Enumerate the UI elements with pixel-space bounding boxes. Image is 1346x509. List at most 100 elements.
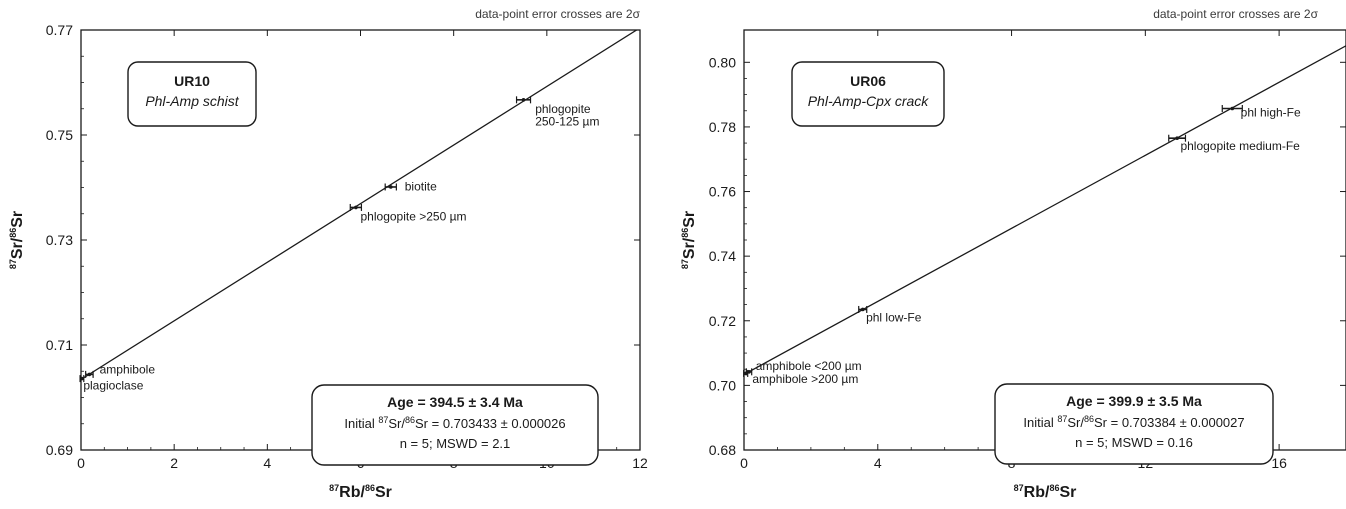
y-axis-title-part: Sr (9, 211, 26, 228)
initial-ratio-sup: 86 (405, 415, 415, 425)
point-marker (87, 372, 92, 377)
isochron-line (81, 30, 638, 381)
y-tick-label: 0.76 (709, 184, 736, 200)
y-axis-title-sup: 87 (680, 259, 690, 269)
y-axis-title-part: Sr/ (9, 237, 26, 259)
point-marker (1230, 106, 1235, 111)
y-tick-label: 0.70 (709, 377, 736, 393)
sample-description: Phl-Amp schist (145, 93, 239, 109)
initial-ratio-sup: 87 (378, 415, 388, 425)
x-axis-title-part: Rb/ (339, 484, 365, 501)
mswd-stats: n = 5; MSWD = 0.16 (1075, 435, 1193, 450)
y-tick-label: 0.69 (46, 442, 73, 458)
x-tick-label: 16 (1271, 455, 1287, 471)
point-annotation: phlogopite (535, 102, 591, 116)
age-result-box (311, 384, 599, 466)
point-annotation: phlogopite medium-Fe (1180, 139, 1300, 153)
y-axis-title: 87Sr/86Sr (8, 211, 26, 269)
point-marker (860, 307, 865, 312)
x-axis-title: 87Rb/86Sr (1014, 483, 1077, 501)
y-tick-label: 0.74 (709, 248, 736, 264)
x-tick-label: 4 (263, 455, 271, 471)
y-axis-title-sup: 86 (8, 228, 18, 238)
x-axis-title-sup: 87 (1014, 483, 1024, 493)
point-annotation: biotite (405, 180, 437, 194)
initial-ratio-part: Sr = 0.703384 ± 0.000027 (1094, 415, 1245, 430)
y-axis-title-sup: 86 (680, 228, 690, 238)
point-marker (80, 376, 84, 381)
y-tick-label: 0.75 (46, 127, 73, 143)
point-annotation: amphibole >200 µm (752, 372, 858, 386)
y-tick-label: 0.80 (709, 54, 736, 70)
point-marker (747, 370, 751, 374)
data-point (349, 203, 363, 211)
initial-ratio-sup: 86 (1084, 414, 1094, 424)
age-result-box (994, 383, 1274, 465)
point-annotation: amphibole <200 µm (756, 359, 862, 373)
data-point (384, 183, 397, 191)
point-annotation: 250-125 µm (535, 115, 599, 129)
point-marker (1175, 136, 1179, 141)
isochron-line (744, 45, 1346, 376)
initial-ratio: Initial 87Sr/86Sr = 0.703384 ± 0.000027 (1023, 414, 1244, 430)
initial-ratio-part: Sr = 0.703433 ± 0.000026 (415, 416, 566, 431)
mswd-stats: n = 5; MSWD = 2.1 (400, 436, 511, 451)
x-axis-title-sup: 87 (329, 483, 339, 493)
error-note: data-point error crosses are 2σ (475, 7, 640, 21)
x-tick-label: 0 (740, 455, 748, 471)
initial-ratio-part: Sr/ (1067, 415, 1084, 430)
x-axis-title-sup: 86 (365, 483, 375, 493)
isochron-chart-ur10: data-point error crosses are 2σ024681012… (0, 0, 660, 509)
point-annotation: amphibole (100, 362, 156, 376)
y-tick-label: 0.77 (46, 22, 73, 38)
y-tick-label: 0.73 (46, 232, 73, 248)
initial-ratio-part: Initial (1023, 415, 1057, 430)
initial-ratio-sup: 87 (1057, 414, 1067, 424)
y-axis-title-part: Sr (681, 211, 698, 228)
y-tick-label: 0.71 (46, 337, 73, 353)
sample-box (127, 61, 257, 127)
point-marker (354, 205, 358, 210)
data-point (85, 370, 94, 378)
data-point (515, 96, 532, 104)
data-point (745, 368, 753, 376)
y-tick-label: 0.78 (709, 119, 736, 135)
sample-box (791, 61, 945, 127)
initial-ratio-part: Sr/ (388, 416, 405, 431)
point-marker (388, 185, 393, 189)
age-result: Age = 394.5 ± 3.4 Ma (387, 394, 523, 410)
data-point (79, 375, 85, 383)
y-tick-label: 0.68 (709, 442, 736, 458)
chart-svg-ur06: data-point error crosses are 2σ04812160.… (680, 7, 1346, 501)
x-axis-title-part: Sr (375, 484, 392, 501)
point-annotation: phl low-Fe (866, 310, 922, 324)
sample-id: UR10 (174, 73, 210, 89)
y-axis-title-part: Sr/ (681, 237, 698, 259)
point-marker (521, 98, 526, 102)
error-note: data-point error crosses are 2σ (1153, 7, 1318, 21)
age-result: Age = 399.9 ± 3.5 Ma (1066, 393, 1202, 409)
sample-id: UR06 (850, 73, 886, 89)
x-axis-title: 87Rb/86Sr (329, 483, 392, 501)
x-tick-label: 4 (874, 455, 882, 471)
x-axis-title-sup: 86 (1049, 483, 1059, 493)
chart-svg-ur10: data-point error crosses are 2σ024681012… (8, 7, 648, 501)
isochron-chart-ur06: data-point error crosses are 2σ04812160.… (672, 0, 1346, 509)
data-point (858, 305, 868, 313)
data-point (1168, 134, 1187, 142)
initial-ratio-part: Initial (344, 416, 378, 431)
x-tick-label: 12 (632, 455, 648, 471)
point-annotation: phlogopite >250 µm (361, 210, 467, 224)
y-axis-title: 87Sr/86Sr (680, 211, 698, 269)
data-point (1221, 105, 1243, 113)
y-tick-label: 0.72 (709, 313, 736, 329)
x-axis-title-part: Rb/ (1024, 484, 1050, 501)
y-axis-title-sup: 87 (8, 259, 18, 269)
point-annotation: phl high-Fe (1241, 105, 1301, 119)
x-tick-label: 2 (170, 455, 178, 471)
point-annotation: plagioclase (83, 379, 143, 393)
initial-ratio: Initial 87Sr/86Sr = 0.703433 ± 0.000026 (344, 415, 565, 431)
x-axis-title-part: Sr (1059, 484, 1076, 501)
x-tick-label: 0 (77, 455, 85, 471)
sample-description: Phl-Amp-Cpx crack (808, 93, 930, 109)
